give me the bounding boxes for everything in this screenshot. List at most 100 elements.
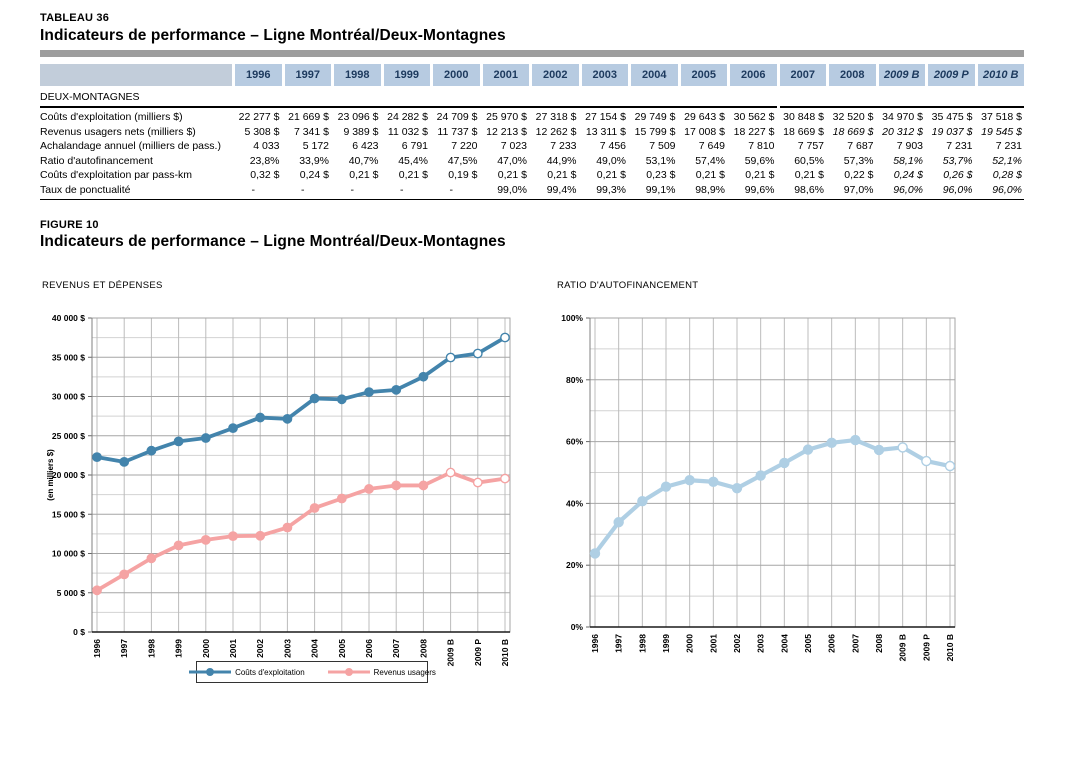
x-tick-label: 2004: [779, 634, 789, 653]
table-header-blank: [40, 64, 232, 86]
table-value: 23 096 $: [337, 111, 379, 123]
table-value: 7 023: [500, 140, 527, 152]
data-point-marker: [472, 477, 483, 488]
table-value: 9 389 $: [343, 125, 379, 138]
x-tick-label: 1998: [146, 639, 156, 658]
table-value: 0,19 $: [448, 169, 478, 181]
y-tick-label: 20 000 $: [52, 470, 85, 480]
table-value: 99,3%: [596, 183, 626, 196]
table-value: -: [350, 183, 355, 196]
y-tick-label: 30 000 $: [52, 392, 85, 402]
table-value: 35 475 $: [931, 111, 973, 123]
x-tick-label: 2002: [255, 639, 265, 658]
table-value: 0,24 $: [893, 169, 923, 181]
table-value: 7 231: [995, 140, 1022, 152]
year-column-header: 2005: [680, 64, 727, 86]
table-value: 47,5%: [447, 154, 478, 167]
table-value: 24 709 $: [436, 111, 478, 123]
x-tick-label: 2006: [827, 634, 837, 653]
data-point-marker: [92, 452, 102, 463]
data-point-marker: [500, 473, 510, 484]
data-point-marker: [500, 332, 510, 343]
x-tick-label: 2001: [228, 639, 238, 658]
year-column-header: 2002: [532, 64, 579, 86]
table-value: 0,21 $: [398, 169, 428, 181]
table-value: 27 154 $: [585, 111, 626, 123]
data-point-marker: [391, 480, 402, 491]
table-value: 0,21 $: [794, 169, 824, 181]
table-value: 99,0%: [497, 183, 527, 196]
table-value: 7 220: [451, 140, 478, 152]
table-value: 96,0%: [942, 183, 973, 196]
table-value: 0,21 $: [349, 169, 379, 181]
table-value: 30 848 $: [783, 111, 824, 123]
data-point-marker: [418, 480, 429, 491]
data-point-marker: [472, 348, 483, 359]
data-point-marker: [173, 436, 184, 447]
table-value: 47,0%: [497, 154, 527, 167]
table-value: 19 545 $: [981, 125, 1022, 138]
table-value: 11 737 $: [437, 125, 478, 138]
year-column-header: 2009 B: [878, 64, 925, 86]
x-tick-label: 2009 B: [898, 634, 908, 661]
y-tick-label: 15 000 $: [52, 509, 85, 519]
data-point-marker: [921, 455, 932, 467]
table-value: 0,21 $: [547, 169, 577, 181]
year-column-header: 1999: [383, 64, 430, 86]
data-point-marker: [119, 456, 130, 467]
y-tick-label: 0%: [571, 622, 584, 632]
x-tick-label: 2010 B: [945, 634, 955, 661]
table-value: 53,1%: [645, 154, 676, 167]
table-value: 18 227 $: [733, 125, 775, 138]
table-value: 20 312 $: [882, 125, 923, 138]
table-value: -: [400, 183, 404, 196]
table-value: 7 456: [599, 140, 626, 152]
data-point-marker: [119, 569, 130, 580]
x-tick-label: 2009 P: [473, 639, 483, 666]
data-point-marker: [445, 352, 456, 363]
row-label: Taux de ponctualité: [40, 183, 131, 196]
data-point-marker: [309, 393, 320, 404]
table-value: 5 172: [302, 140, 329, 152]
self-financing-ratio-chart: 0% 20% 40% 60% 80% 100% 1996 1997 1998 1999 2000 20…: [561, 313, 956, 661]
table-value: 4 033: [253, 140, 280, 152]
series-line: [592, 437, 953, 556]
data-point-marker: [613, 517, 624, 528]
table-value: 0,32 $: [250, 169, 280, 181]
table-value: 49,0%: [596, 154, 626, 167]
table-value: -: [251, 183, 256, 196]
table-value: 53,7%: [942, 154, 973, 167]
year-column-header: 2001: [482, 64, 529, 86]
legend-label: Revenus usagers: [373, 667, 436, 677]
x-tick-label: 2009 P: [921, 634, 931, 661]
table-value: 7 231: [946, 140, 973, 152]
table-value: 0,23 $: [646, 169, 676, 181]
data-point-marker: [228, 531, 238, 542]
data-point-marker: [228, 423, 238, 434]
table-value: 97,0%: [843, 183, 874, 196]
data-point-marker: [255, 412, 266, 423]
table-title: Indicateurs de performance – Ligne Montr…: [40, 27, 506, 44]
data-point-marker: [200, 534, 211, 545]
table-value: 60,5%: [794, 154, 824, 167]
data-point-marker: [826, 437, 837, 449]
year-column-header: 2010 B: [977, 64, 1024, 86]
table-value: 7 903: [896, 140, 923, 152]
table-header-rule: [40, 106, 777, 108]
legend-marker-swatch: [327, 668, 370, 676]
table-value: 7 509: [649, 140, 676, 152]
table-value: 22 277 $: [238, 111, 280, 123]
table-value: 0,21 $: [745, 169, 775, 181]
table-value: 44,9%: [546, 154, 577, 167]
table-value: 7 341 $: [293, 125, 329, 138]
data-point-marker: [731, 483, 743, 494]
table-value: 0,21 $: [695, 169, 725, 181]
data-point-marker: [944, 460, 956, 472]
x-tick-label: 2007: [391, 639, 401, 658]
x-tick-label: 1999: [661, 634, 671, 653]
table-value: 57,4%: [695, 154, 725, 167]
table-value: 29 749 $: [634, 111, 676, 123]
row-label: Coûts d'exploitation par pass-km: [40, 169, 192, 181]
table-value: 0,21 $: [497, 169, 527, 181]
